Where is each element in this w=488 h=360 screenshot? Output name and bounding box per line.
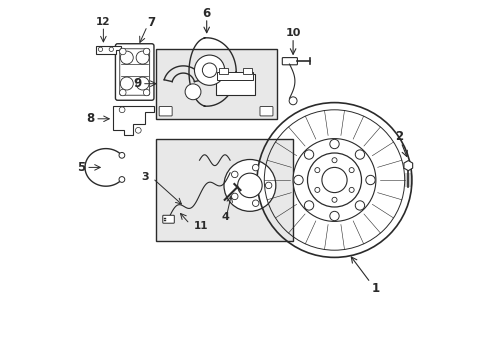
Circle shape [355, 201, 364, 210]
Circle shape [98, 47, 102, 51]
Text: 1: 1 [371, 282, 379, 294]
FancyBboxPatch shape [115, 44, 154, 100]
FancyBboxPatch shape [163, 215, 174, 223]
Text: 11: 11 [193, 221, 207, 231]
Circle shape [202, 63, 216, 77]
Circle shape [224, 159, 275, 211]
FancyBboxPatch shape [260, 107, 272, 116]
FancyBboxPatch shape [282, 58, 297, 65]
Circle shape [288, 97, 296, 105]
Circle shape [185, 84, 201, 100]
Circle shape [329, 139, 339, 149]
Circle shape [252, 165, 258, 171]
Circle shape [314, 168, 319, 173]
FancyBboxPatch shape [159, 107, 172, 116]
Text: 3: 3 [141, 172, 148, 182]
Text: 8: 8 [86, 112, 94, 125]
Circle shape [321, 167, 346, 193]
Circle shape [355, 150, 364, 159]
Circle shape [119, 177, 124, 183]
Circle shape [119, 152, 124, 158]
Circle shape [348, 187, 353, 192]
Polygon shape [113, 106, 154, 135]
Circle shape [293, 175, 303, 185]
Circle shape [231, 193, 238, 200]
Text: 2: 2 [394, 130, 403, 143]
Circle shape [307, 153, 361, 207]
Circle shape [252, 200, 258, 206]
Circle shape [143, 89, 149, 96]
Circle shape [231, 171, 238, 177]
Text: 6: 6 [202, 7, 210, 20]
Circle shape [237, 173, 262, 198]
Circle shape [304, 201, 313, 210]
Circle shape [331, 158, 336, 163]
Text: 12: 12 [96, 17, 110, 27]
Circle shape [143, 48, 149, 55]
Circle shape [120, 48, 126, 55]
Circle shape [265, 182, 271, 189]
Text: 10: 10 [285, 28, 300, 38]
Text: 9: 9 [133, 77, 142, 90]
FancyBboxPatch shape [156, 49, 276, 119]
Circle shape [109, 47, 113, 51]
Circle shape [348, 168, 353, 173]
Polygon shape [96, 46, 121, 54]
Circle shape [119, 107, 125, 113]
FancyBboxPatch shape [215, 74, 255, 95]
Text: 4: 4 [221, 212, 229, 222]
Circle shape [331, 197, 336, 202]
FancyBboxPatch shape [242, 68, 251, 74]
Text: 7: 7 [146, 16, 155, 29]
Circle shape [194, 55, 224, 85]
Circle shape [120, 89, 126, 96]
Polygon shape [403, 161, 412, 171]
Circle shape [314, 187, 319, 192]
Circle shape [329, 211, 339, 221]
Circle shape [292, 139, 375, 221]
Circle shape [135, 127, 141, 133]
Circle shape [304, 150, 313, 159]
FancyBboxPatch shape [219, 68, 228, 74]
Text: 5: 5 [77, 161, 85, 174]
FancyBboxPatch shape [156, 139, 292, 241]
FancyBboxPatch shape [217, 72, 253, 80]
Circle shape [365, 175, 374, 185]
